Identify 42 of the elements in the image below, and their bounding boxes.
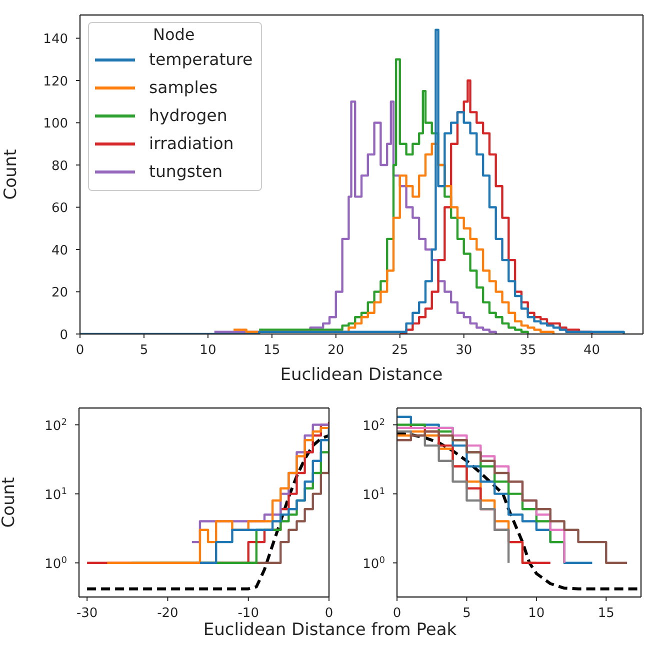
- y-tick-label: 20: [51, 286, 68, 301]
- x-axis-title: Euclidean Distance: [280, 365, 443, 385]
- y-tick-label: 10$^{0}$: [362, 556, 386, 572]
- y-tick-label: 100: [43, 116, 68, 132]
- x-tick-label: 0: [392, 606, 402, 621]
- legend-label: tungsten: [149, 161, 223, 183]
- legend-label: irradiation: [149, 133, 234, 155]
- y-tick-label: 10$^{2}$: [44, 418, 67, 434]
- y-tick-label: 60: [51, 201, 68, 216]
- y-tick-label: 140: [43, 32, 68, 48]
- y-axis-title: Count: [1, 148, 22, 200]
- y-tick-label: 80: [51, 158, 68, 174]
- y-tick-label: 10$^{1}$: [362, 486, 385, 503]
- x-tick-label: 5: [462, 606, 471, 621]
- x-tick-label: 25: [392, 343, 408, 358]
- x-axis-title: Euclidean Distance from Peak: [202, 620, 458, 640]
- x-tick-label: 10: [200, 343, 216, 358]
- x-tick-label: 0: [76, 343, 84, 358]
- x-tick-label: -30: [76, 606, 98, 621]
- x-tick-label: 35: [520, 343, 536, 358]
- y-tick-label: 10$^{1}$: [44, 486, 67, 503]
- x-tick-label: 20: [328, 343, 344, 358]
- x-tick-label: 10: [528, 606, 545, 621]
- legend-title: Node: [152, 25, 196, 44]
- y-tick-label: 40: [51, 243, 68, 258]
- line-series: [86, 434, 329, 590]
- x-tick-label: -20: [157, 606, 178, 621]
- legend-label: samples: [149, 77, 218, 99]
- legend-label: hydrogen: [149, 105, 228, 127]
- x-tick-label: -10: [238, 606, 259, 621]
- x-tick-label: 15: [598, 606, 614, 621]
- y-tick-label: 10$^{0}$: [44, 556, 68, 572]
- x-tick-label: 5: [140, 343, 148, 358]
- legend-label: temperature: [149, 49, 253, 71]
- x-tick-label: 40: [584, 343, 600, 358]
- y-axis-title: Count: [0, 476, 20, 528]
- y-tick-label: 10$^{2}$: [362, 418, 385, 434]
- y-tick-label: 0: [60, 328, 68, 343]
- x-tick-label: 0: [324, 606, 334, 621]
- x-tick-label: 30: [456, 343, 472, 358]
- y-tick-label: 120: [43, 74, 68, 90]
- x-tick-label: 15: [264, 343, 280, 358]
